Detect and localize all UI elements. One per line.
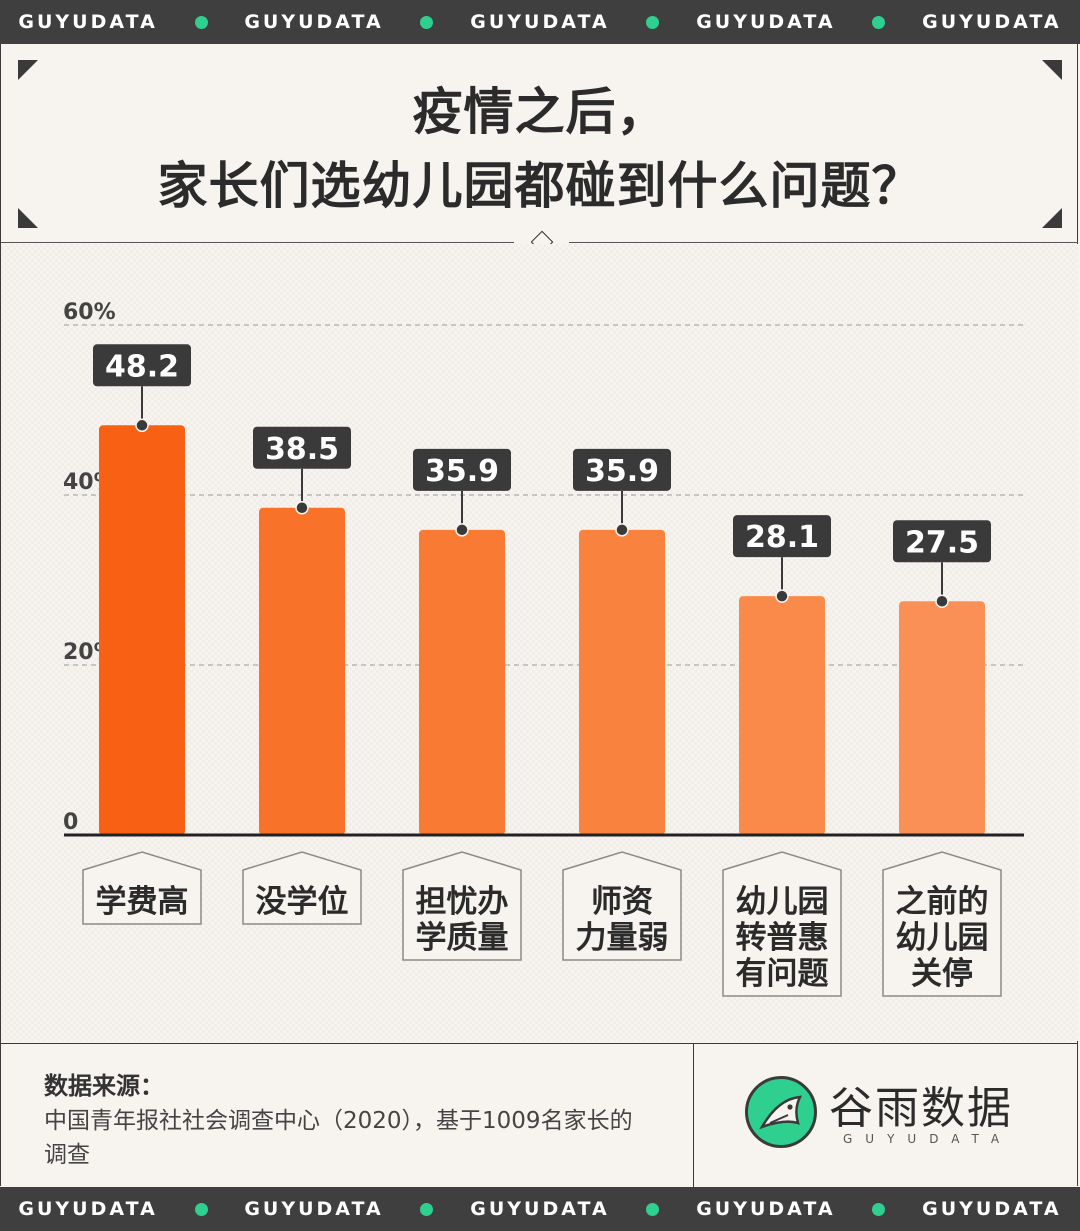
category-label-box — [402, 851, 522, 961]
category-label-box — [242, 851, 362, 925]
bar — [99, 425, 185, 835]
bar — [259, 507, 345, 835]
category-label: 担忧办 — [416, 884, 509, 920]
value-label-box — [93, 344, 191, 387]
y-tick-label: 60% — [63, 300, 116, 325]
ticker-dot-icon — [420, 1202, 434, 1216]
ticker-dot-icon — [194, 1202, 208, 1216]
source-title: 数据来源： — [44, 1072, 164, 1100]
category-label: 学质量 — [416, 920, 509, 956]
ticker-text: GUYUDATA — [18, 1198, 158, 1220]
category-label: 有问题 — [736, 956, 829, 992]
value-point — [455, 523, 469, 537]
ticker-text: GUYUDATA — [696, 11, 836, 33]
bar — [579, 529, 665, 835]
value-label-box — [573, 448, 671, 491]
value-label-box — [253, 426, 351, 469]
category-label: 师资 — [591, 884, 653, 920]
chart-title-line-2: 家长们选幼儿园都碰到什么问题？ — [157, 157, 923, 215]
chart-title-line-1: 疫情之后， — [412, 83, 668, 141]
corner-triangle-icon — [18, 60, 38, 80]
value-label: 48.2 — [105, 349, 179, 384]
value-label: 27.5 — [905, 525, 979, 560]
category-label: 学费高 — [96, 884, 189, 920]
value-point — [135, 418, 149, 433]
value-point — [775, 589, 789, 603]
bar — [899, 601, 985, 835]
ticker-text: GUYUDATA — [244, 11, 384, 33]
logo-subtitle: GUYUDATA — [843, 1132, 1013, 1146]
ticker-text: GUYUDATA — [922, 11, 1062, 33]
value-label: 35.9 — [585, 454, 659, 489]
bird-logo-icon — [745, 1076, 817, 1148]
ticker-dot-icon — [646, 15, 660, 29]
value-point — [615, 523, 629, 537]
ticker-dot-icon — [194, 15, 208, 29]
category-label: 关停 — [911, 956, 973, 992]
value-point — [295, 501, 309, 515]
value-label: 28.1 — [745, 520, 819, 555]
corner-triangle-icon — [18, 208, 38, 228]
category-label: 转普惠 — [736, 920, 829, 956]
category-label-box — [722, 851, 842, 997]
y-tick-label: 0 — [63, 810, 78, 835]
brand-logo: 谷雨数据 GUYUDATA — [745, 1076, 1045, 1156]
category-label: 幼儿园 — [896, 920, 989, 956]
value-label-box — [733, 515, 831, 558]
value-label-box — [413, 448, 511, 491]
top-ticker-bar: GUYUDATA GUYUDATA GUYUDATA GUYUDATA GUYU… — [0, 0, 1080, 44]
ticker-text: GUYUDATA — [244, 1198, 384, 1220]
footer — [0, 1043, 1078, 1187]
bar — [419, 529, 505, 835]
ticker-text: GUYUDATA — [18, 11, 158, 33]
ticker-dot-icon — [646, 1202, 660, 1216]
ticker-dot-icon — [420, 15, 434, 29]
corner-triangle-icon — [1042, 60, 1062, 80]
ticker-text: GUYUDATA — [696, 1198, 836, 1220]
value-label: 35.9 — [425, 454, 499, 489]
logo-name: 谷雨数据 — [829, 1083, 1013, 1134]
category-label: 之前的 — [896, 884, 989, 920]
value-label-box — [893, 520, 991, 563]
category-label: 没学位 — [256, 884, 349, 920]
value-label: 38.5 — [265, 432, 339, 467]
footer-separator — [693, 1043, 694, 1187]
ticker-dot-icon — [872, 15, 886, 29]
source-text: 中国青年报社社会调查中心（2020），基于1009名家长的调查 — [44, 1108, 633, 1168]
bar — [739, 596, 825, 835]
bottom-ticker-bar: GUYUDATA GUYUDATA GUYUDATA GUYUDATA GUYU… — [0, 1187, 1080, 1231]
title-divider-right — [569, 242, 1078, 243]
category-label-box — [82, 851, 202, 925]
category-label: 幼儿园 — [736, 884, 829, 920]
category-label-box — [882, 851, 1002, 997]
corner-triangle-icon — [1042, 208, 1062, 228]
value-point — [935, 594, 949, 608]
category-label: 力量弱 — [576, 920, 669, 956]
category-label-box — [562, 851, 682, 961]
ticker-dot-icon — [872, 1202, 886, 1216]
title-divider-left — [1, 242, 514, 243]
ticker-text: GUYUDATA — [470, 1198, 610, 1220]
ticker-text: GUYUDATA — [922, 1198, 1062, 1220]
ticker-text: GUYUDATA — [470, 11, 610, 33]
